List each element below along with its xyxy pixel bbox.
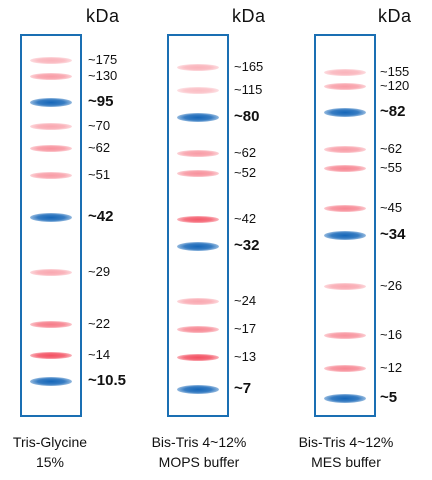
band-size-label: ~16 xyxy=(380,327,403,342)
caption-line-2: MOPS buffer xyxy=(158,454,240,470)
band-size-label: ~34 xyxy=(380,226,406,243)
caption-line-2: 15% xyxy=(35,454,65,470)
band-size-label: ~7 xyxy=(234,380,252,397)
band-size-label: ~62 xyxy=(234,145,257,160)
band-size-label: ~62 xyxy=(88,140,111,155)
band-size-label: ~42 xyxy=(88,208,114,225)
band-size-label: ~32 xyxy=(234,237,260,254)
gel-band xyxy=(177,215,219,223)
gel-band xyxy=(177,112,219,122)
gel-band xyxy=(30,320,72,328)
unit-label-1: kDa xyxy=(86,6,120,26)
gel-band xyxy=(30,268,72,276)
band-size-label: ~45 xyxy=(380,200,403,215)
gel-band xyxy=(324,393,366,403)
gel-lane-bis-tris-mops xyxy=(167,34,229,417)
gel-band xyxy=(177,63,219,71)
gel-lane-tris-glycine xyxy=(20,34,82,417)
band-size-label: ~13 xyxy=(234,349,257,364)
band-size-label: ~5 xyxy=(380,389,398,406)
gel-band xyxy=(177,241,219,251)
gel-band xyxy=(30,144,72,152)
gel-band xyxy=(30,97,72,107)
unit-label-2: kDa xyxy=(232,6,266,26)
gel-band xyxy=(30,56,72,64)
caption-line-1: Bis-Tris 4~12% xyxy=(151,434,247,450)
band-size-label: ~80 xyxy=(234,108,260,125)
gel-band xyxy=(324,145,366,153)
band-size-label: ~55 xyxy=(380,160,403,175)
gel-band xyxy=(177,353,219,361)
caption-tris-glycine: Tris-Glycine 15% xyxy=(0,432,115,472)
gel-band xyxy=(324,164,366,172)
band-size-label: ~52 xyxy=(234,165,257,180)
band-size-label: ~62 xyxy=(380,141,403,156)
gel-band xyxy=(324,364,366,372)
band-size-label: ~130 xyxy=(88,68,118,83)
band-size-label: ~14 xyxy=(88,347,111,362)
band-size-label: ~17 xyxy=(234,321,257,336)
band-size-label: ~24 xyxy=(234,293,257,308)
band-size-label: ~26 xyxy=(380,278,403,293)
gel-band xyxy=(324,282,366,290)
gel-band xyxy=(324,107,366,117)
band-size-label: ~51 xyxy=(88,167,111,182)
band-size-label: ~115 xyxy=(234,82,263,97)
gel-band xyxy=(177,384,219,394)
band-size-label: ~165 xyxy=(234,59,264,74)
band-size-label: ~29 xyxy=(88,264,111,279)
gel-band xyxy=(30,212,72,222)
gel-band xyxy=(30,376,72,386)
gel-band xyxy=(30,72,72,80)
gel-lane-bis-tris-mes xyxy=(314,34,376,417)
gel-band xyxy=(30,351,72,359)
band-size-label: ~95 xyxy=(88,93,114,110)
band-size-label: ~10.5 xyxy=(88,372,126,389)
gel-band xyxy=(30,122,72,130)
band-size-label: ~22 xyxy=(88,316,111,331)
band-size-label: ~42 xyxy=(234,211,257,226)
gel-band xyxy=(324,68,366,76)
gel-band xyxy=(324,230,366,240)
band-size-label: ~175 xyxy=(88,52,118,67)
unit-label-3: kDa xyxy=(378,6,412,26)
gel-band xyxy=(324,82,366,90)
gel-band xyxy=(177,297,219,305)
caption-bis-tris-mops: Bis-Tris 4~12% MOPS buffer xyxy=(134,432,264,472)
band-size-label: ~82 xyxy=(380,103,406,120)
caption-line-2: MES buffer xyxy=(311,454,381,470)
gel-band xyxy=(324,331,366,339)
band-size-label: ~12 xyxy=(380,360,403,375)
caption-bis-tris-mes: Bis-Tris 4~12% MES buffer xyxy=(281,432,411,472)
caption-line-1: Bis-Tris 4~12% xyxy=(298,434,394,450)
gel-band xyxy=(177,169,219,177)
caption-line-1: Tris-Glycine xyxy=(12,434,88,450)
gel-band xyxy=(177,86,219,94)
gel-band xyxy=(30,171,72,179)
gel-band xyxy=(324,204,366,212)
band-size-label: ~120 xyxy=(380,78,410,93)
band-size-label: ~155 xyxy=(380,64,410,79)
gel-band xyxy=(177,325,219,333)
gel-band xyxy=(177,149,219,157)
band-size-label: ~70 xyxy=(88,118,111,133)
